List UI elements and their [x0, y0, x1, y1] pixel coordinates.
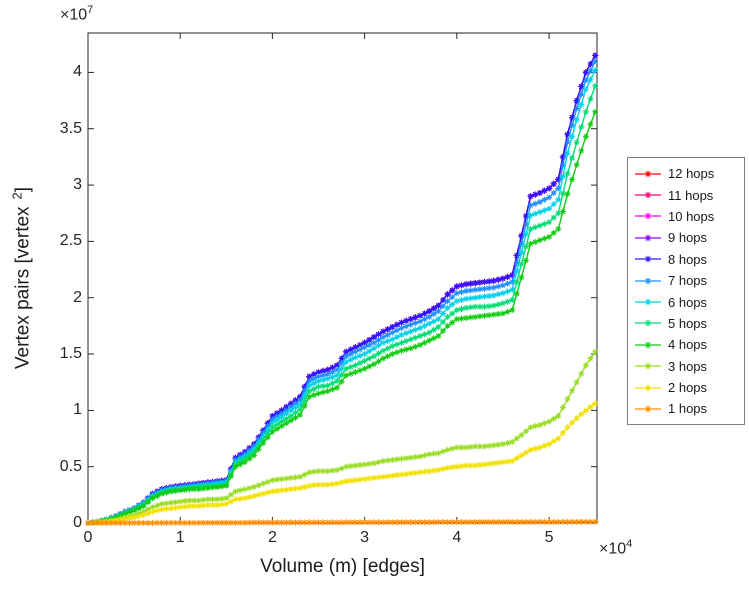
- legend-asterisk-icon: [644, 277, 652, 285]
- legend-label-7-hops: 7 hops: [668, 273, 708, 289]
- legend: 12 hops 11 hops 10 hops 9 hops 8 hops 7 hops 6…: [627, 157, 745, 425]
- series-markers-5-hops: [85, 82, 599, 526]
- y-tick-label: 0: [73, 514, 82, 531]
- legend-asterisk-icon: [644, 320, 652, 327]
- x-tick-label: 0: [83, 529, 93, 546]
- series-line-12-hops: [87, 55, 596, 524]
- legend-swatch-2-hops: [635, 384, 661, 391]
- legend-swatch-8-hops: [635, 255, 661, 263]
- x-tick-label: 5: [544, 529, 554, 546]
- legend-entry-12-hops: 12 hops: [633, 163, 742, 184]
- legend-entry-8-hops: 8 hops: [633, 249, 742, 270]
- legend-swatch-3-hops: [635, 362, 661, 370]
- y-tick-label: 2: [73, 288, 82, 306]
- legend-label-2-hops: 2 hops: [668, 380, 708, 396]
- y-tick-label: 1.5: [59, 345, 82, 363]
- legend-swatch-11-hops: [635, 191, 661, 199]
- legend-asterisk-icon: [644, 170, 652, 178]
- legend-asterisk-icon: [644, 213, 652, 220]
- legend-label-12-hops: 12 hops: [668, 166, 715, 182]
- x-tick-label: 3: [360, 529, 370, 546]
- legend-entry-1-hops: 1 hops: [633, 398, 742, 419]
- series-line-11-hops: [87, 55, 596, 524]
- y-exponent-power: 7: [87, 4, 94, 16]
- legend-label-8-hops: 8 hops: [668, 251, 708, 267]
- series-markers-1-hops: [85, 518, 599, 526]
- y-tick-label: 1: [73, 401, 82, 419]
- legend-entry-3-hops: 3 hops: [633, 356, 742, 377]
- legend-label-3-hops: 3 hops: [668, 358, 708, 374]
- legend-entry-7-hops: 7 hops: [633, 270, 742, 291]
- y-axis-label: Vertex pairs [vertex2]: [9, 187, 34, 369]
- legend-asterisk-icon: [644, 341, 652, 349]
- legend-swatch-10-hops: [635, 213, 661, 220]
- legend-label-11-hops: 11 hops: [668, 187, 714, 203]
- legend-asterisk-icon: [644, 405, 652, 413]
- y-tick-label: 3: [73, 176, 82, 194]
- series-line-10-hops: [87, 55, 596, 524]
- legend-asterisk-icon: [644, 255, 652, 263]
- legend-entry-9-hops: 9 hops: [633, 227, 742, 248]
- y-tick-label: 0.5: [59, 457, 82, 475]
- legend-swatch-1-hops: [635, 405, 661, 413]
- x-axis-exponent: ×104: [599, 538, 632, 558]
- legend-label-9-hops: 9 hops: [668, 230, 708, 246]
- legend-label-5-hops: 5 hops: [668, 315, 708, 331]
- legend-swatch-5-hops: [635, 320, 661, 327]
- x-tick-label: 4: [452, 529, 462, 546]
- legend-label-4-hops: 4 hops: [668, 337, 708, 353]
- legend-asterisk-icon: [644, 298, 652, 306]
- y-tick-label: 4: [73, 63, 82, 81]
- legend-swatch-6-hops: [635, 298, 661, 306]
- x-tick-label: 1: [175, 529, 185, 546]
- legend-swatch-9-hops: [635, 234, 661, 242]
- series-line-9-hops: [87, 55, 596, 524]
- legend-label-1-hops: 1 hops: [668, 401, 708, 417]
- y-axis-exponent: ×107: [60, 4, 93, 24]
- y-exponent-base: ×10: [60, 6, 88, 24]
- legend-label-6-hops: 6 hops: [668, 294, 708, 310]
- legend-entry-2-hops: 2 hops: [633, 377, 742, 398]
- legend-entry-5-hops: 5 hops: [633, 313, 742, 334]
- legend-asterisk-icon: [644, 191, 652, 199]
- y-tick-label: 2.5: [59, 232, 82, 250]
- series-markers-2-hops: [85, 400, 599, 526]
- legend-swatch-7-hops: [635, 277, 661, 285]
- legend-asterisk-icon: [644, 384, 652, 391]
- legend-entry-6-hops: 6 hops: [633, 291, 742, 312]
- legend-entry-10-hops: 10 hops: [633, 206, 742, 227]
- legend-asterisk-icon: [644, 234, 652, 242]
- y-tick-label: 3.5: [59, 119, 82, 137]
- x-exponent-power: 4: [626, 538, 633, 550]
- legend-asterisk-icon: [644, 362, 652, 370]
- series-markers-4-hops: [85, 108, 599, 526]
- series-line-4-hops: [87, 111, 596, 524]
- legend-entry-4-hops: 4 hops: [633, 334, 742, 355]
- x-axis-label: Volume (m) [edges]: [260, 556, 425, 577]
- legend-swatch-4-hops: [635, 341, 661, 349]
- y-axis-label-sup: 2: [9, 192, 25, 200]
- x-exponent-base: ×10: [599, 540, 627, 558]
- legend-entry-11-hops: 11 hops: [633, 184, 742, 205]
- legend-label-10-hops: 10 hops: [668, 208, 715, 224]
- x-tick-label: 2: [267, 529, 277, 546]
- series-line-8-hops: [87, 55, 596, 524]
- legend-swatch-12-hops: [635, 170, 661, 178]
